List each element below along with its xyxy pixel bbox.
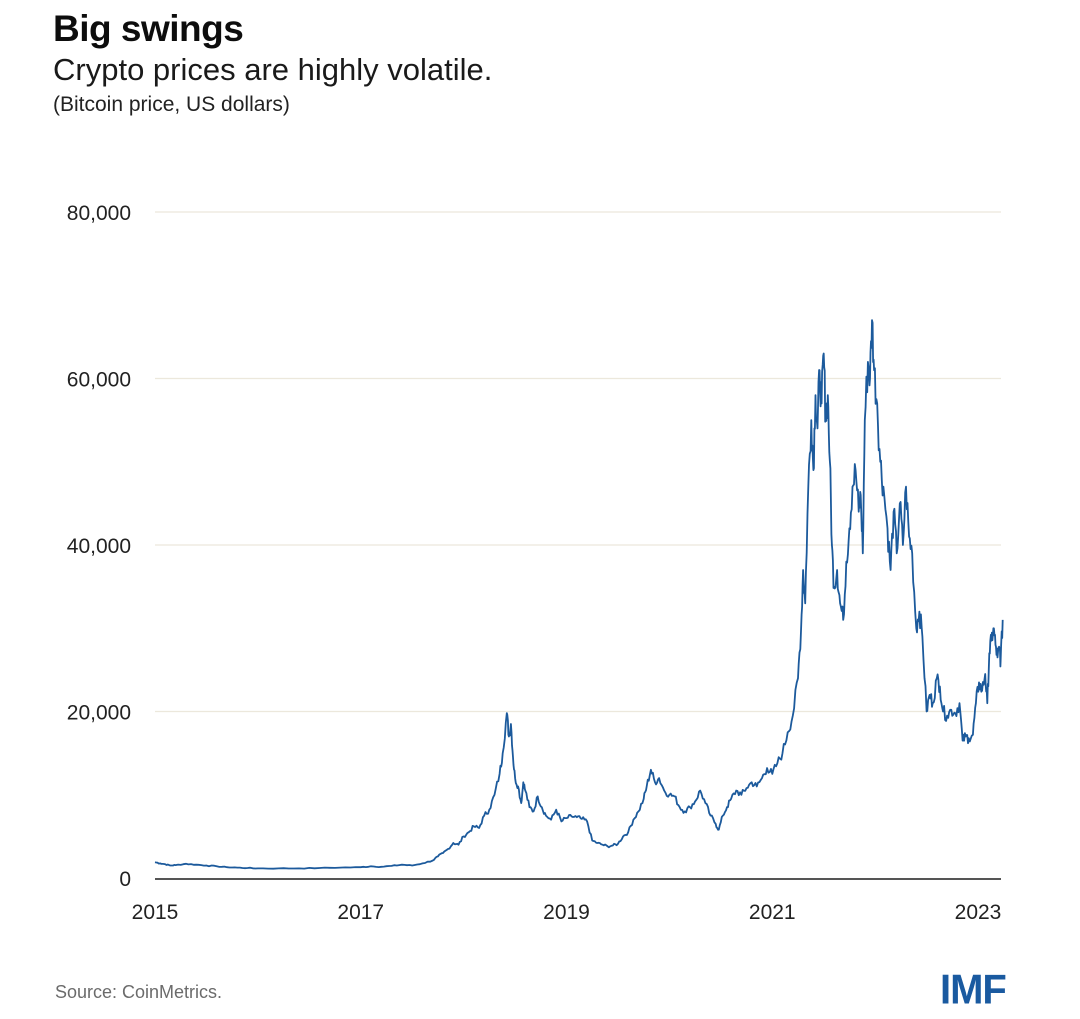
x-tick-label: 2017 — [337, 901, 384, 924]
y-tick-label: 60,000 — [67, 369, 131, 392]
y-tick-label: 0 — [119, 868, 131, 891]
gridlines — [155, 211, 1001, 713]
chart-subtitle: Crypto prices are highly volatile. — [53, 52, 493, 87]
imf-logo: IMF — [940, 966, 1007, 1014]
y-tick-label: 20,000 — [67, 702, 131, 725]
x-tick-label: 2023 — [955, 901, 1002, 924]
units-note: (Bitcoin price, US dollars) — [53, 93, 290, 116]
x-tick-label: 2019 — [543, 901, 590, 924]
y-axis-ticks: 0 20,000 40,000 60,000 80,000 — [67, 202, 131, 891]
x-axis-ticks: 2015 2017 2019 2021 2023 — [132, 901, 1002, 924]
source-note: Source: CoinMetrics. — [55, 982, 223, 1002]
bitcoin-price-line — [154, 319, 1004, 870]
y-tick-label: 40,000 — [67, 535, 131, 558]
chart-title: Big swings — [53, 8, 244, 49]
x-tick-label: 2021 — [749, 901, 796, 924]
x-tick-label: 2015 — [132, 901, 179, 924]
y-tick-label: 80,000 — [67, 202, 131, 225]
